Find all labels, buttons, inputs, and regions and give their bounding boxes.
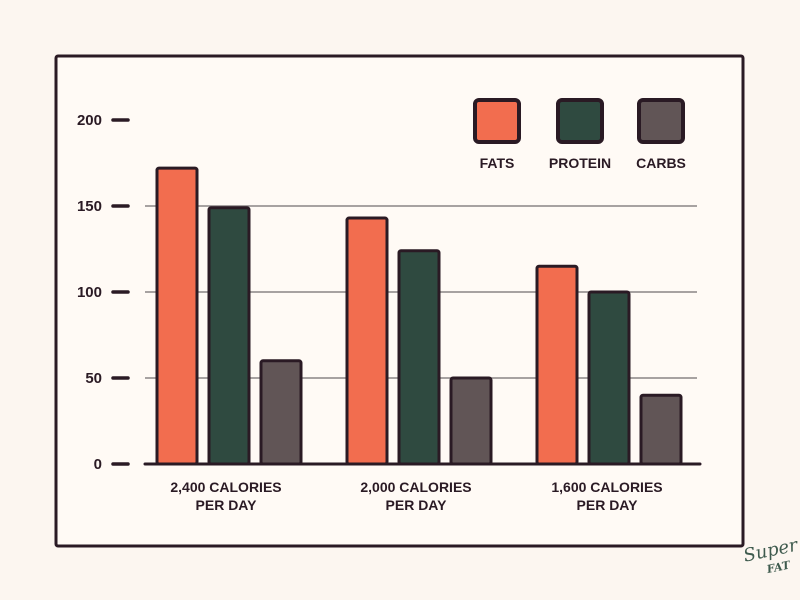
- logo-text-line2: FAT: [765, 558, 792, 576]
- legend-swatch-carbs: [637, 98, 685, 144]
- x-tick-label: PER DAY: [577, 497, 639, 513]
- legend-swatch-protein: [556, 98, 604, 144]
- legend-label-carbs: CARBS: [636, 155, 686, 171]
- bar-carbs-1: [259, 359, 303, 466]
- superfat-logo: Super FAT: [742, 534, 800, 576]
- y-tick-label: 0: [94, 456, 102, 473]
- legend: FATS PROTEIN CARBS: [473, 98, 686, 171]
- x-axis-labels: 2,400 CALORIES PER DAY 2,000 CALORIES PER D…: [170, 479, 662, 513]
- x-tick-label: PER DAY: [196, 497, 258, 513]
- x-tick-label: PER DAY: [386, 497, 448, 513]
- y-tick-label: 200: [77, 112, 102, 129]
- bar-carbs-3: [639, 393, 683, 466]
- bar-fats-2: [345, 216, 389, 466]
- bar-protein-2: [397, 249, 441, 466]
- y-axis: 0 50 100 150 200: [77, 112, 130, 473]
- bar-protein-3: [587, 290, 631, 466]
- legend-swatch-fats: [473, 98, 521, 144]
- x-tick-label: 2,400 CALORIES: [170, 479, 281, 495]
- bar-carbs-2: [449, 376, 493, 466]
- y-tick-label: 100: [77, 284, 102, 301]
- bar-fats-1: [155, 166, 199, 466]
- bar-protein-1: [207, 206, 251, 466]
- y-tick-label: 150: [77, 198, 102, 215]
- x-tick-label: 2,000 CALORIES: [360, 479, 471, 495]
- bar-fats-3: [535, 264, 579, 466]
- legend-label-protein: PROTEIN: [549, 155, 611, 171]
- y-tick-label: 50: [85, 370, 102, 387]
- x-tick-label: 1,600 CALORIES: [551, 479, 662, 495]
- legend-label-fats: FATS: [480, 155, 515, 171]
